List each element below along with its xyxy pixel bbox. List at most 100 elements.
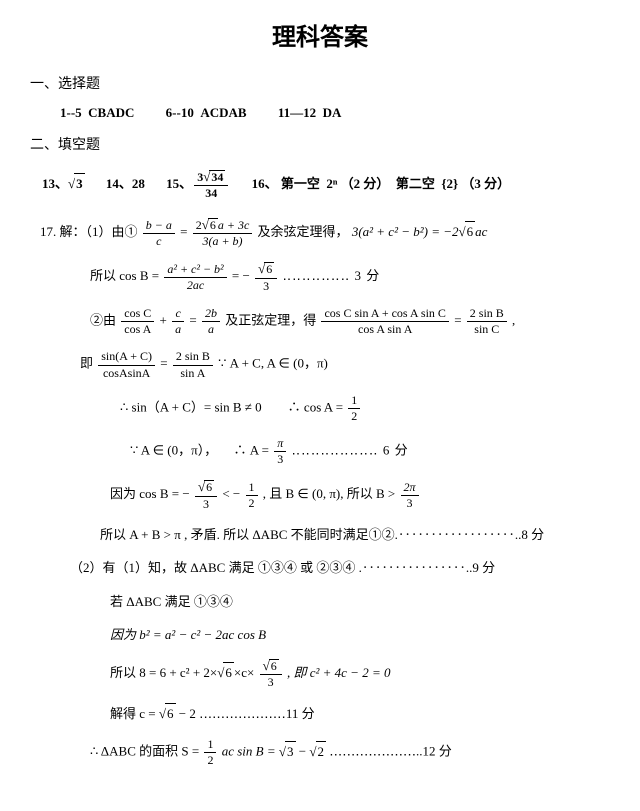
q17-p2-line1: （2）有（1）知，故 ΔABC 满足 ①③④ 或 ②③④ .‥‥‥‥‥‥‥‥..… xyxy=(70,558,610,578)
r6d: 6 xyxy=(204,480,214,494)
rn1: cos C xyxy=(121,307,154,322)
frac-sqrt6-3c: 63 xyxy=(260,659,282,689)
q16-label: 16、 xyxy=(252,176,278,191)
l7-text: 所以 A + B > π , 矛盾. 所以 ΔABC 不能同时满足①②.‥‥‥‥… xyxy=(100,527,544,542)
d2: 3(a + b) xyxy=(193,234,253,248)
l3-mid: ∵ A + C, A ∈ (0，π) xyxy=(218,356,328,371)
fill-answers: 13、3 14、28 15、33434 16、 第一空 2ⁿ （2 分） 第二空… xyxy=(42,170,610,200)
p2l4-prefix: 所以 8 = 6 + c² + 2× xyxy=(110,665,217,680)
cn: a² + c² − b² xyxy=(164,263,226,278)
l6-mid: , 且 B ∈ (0, π), 所以 B > xyxy=(263,487,399,502)
p2l3-text: 因为 b² = a² − c² − 2ac cos B xyxy=(110,627,266,642)
r6: 6 xyxy=(208,218,218,232)
section-fill-heading: 二、填空题 xyxy=(30,135,610,156)
q17-p2-line3: 因为 b² = a² − c² − 2ac cos B xyxy=(110,625,610,645)
intro-eq2-suf: ac xyxy=(475,224,487,239)
q17-cosB: 所以 cos B = a² + c² − b²2ac = − 63 ‥‥‥‥‥‥… xyxy=(90,262,610,292)
q17-line6: 因为 cos B = − 63 < − 12 , 且 B ∈ (0, π), 所… xyxy=(110,480,610,510)
q17-p2-line4: 所以 8 = 6 + c² + 2×6×c× 63 , 即 c² + 4c − … xyxy=(110,659,610,689)
q16-b2-pts: （3 分） xyxy=(461,176,510,191)
p2l5-suffix: − 2 ‥‥‥‥‥‥‥‥‥‥11 分 xyxy=(176,706,315,721)
intro-eq2: 3(a² + c² − b²) = −2 xyxy=(352,224,459,239)
sn: sin(A + C) xyxy=(98,350,155,365)
hd3: 2 xyxy=(204,753,216,767)
eq3: = xyxy=(189,313,200,328)
pn: π xyxy=(274,437,286,452)
q14-label: 14、 xyxy=(106,176,132,191)
l6-prefix: 因为 cos B = xyxy=(110,487,182,502)
den34: 34 xyxy=(194,186,228,200)
page-title: 理科答案 xyxy=(30,20,610,56)
frac-cosB: a² + c² − b²2ac xyxy=(164,263,226,292)
q14-ans: 28 xyxy=(132,176,145,191)
q15-ans: 33434 xyxy=(194,170,228,200)
frac-2sqrt6a3c: 26a + 3c3(a + b) xyxy=(193,218,253,248)
mc-answers: 1--5 CBADC 6--10 ACDAB 11—12 DA xyxy=(60,103,610,123)
frac-sinAC: sin(A + C)cosAsinA xyxy=(98,350,155,379)
hn3: 1 xyxy=(204,738,216,753)
sd: cosAsinA xyxy=(98,366,155,380)
frac-2b-a: 2ba xyxy=(202,307,220,336)
rn2: c xyxy=(172,307,184,322)
cosB-prefix: 所以 cos B = xyxy=(90,269,162,284)
q17-line2: ②由 cos Ccos A + ca = 2ba 及正弦定理，得 cos C s… xyxy=(90,307,610,336)
q13-ans: 3 xyxy=(74,173,85,194)
mc-g2-ans: ACDAB xyxy=(200,105,246,120)
hn2: 1 xyxy=(246,481,258,496)
p2l1-text: （2）有（1）知，故 ΔABC 满足 ①③④ 或 ②③④ .‥‥‥‥‥‥‥‥..… xyxy=(70,560,495,575)
rd3: a xyxy=(202,322,220,336)
frac-2sinB-sinA: 2 sin Bsin A xyxy=(173,350,213,379)
frac-sqrt6-3b: 63 xyxy=(195,480,217,510)
frac-half: 12 xyxy=(348,394,360,423)
r6c: 6 xyxy=(264,262,274,276)
mc-g1-ans: CBADC xyxy=(88,105,134,120)
sqrt34: 34 xyxy=(209,170,225,184)
q13-label: 13、 xyxy=(42,176,68,191)
rd1: cos A xyxy=(121,322,154,336)
frac-2pi3: 2π3 xyxy=(401,481,419,510)
frac-pi3: π3 xyxy=(274,437,286,466)
frac-half3: 12 xyxy=(204,738,216,767)
bn: cos C sin A + cos A sin C xyxy=(321,307,448,322)
q17-intro: 17. 解：（1）由① b − ac = 26a + 3c3(a + b) 及余… xyxy=(40,218,610,248)
frac-2sinB-sinC: 2 sin Bsin C xyxy=(467,307,507,336)
mc-g1-label: 1--5 xyxy=(60,105,82,120)
r6e: 6 xyxy=(223,662,234,683)
l2-prefix: ②由 xyxy=(90,313,119,328)
q17-line3: 即 sin(A + C)cosAsinA = 2 sin Bsin A ∵ A … xyxy=(80,350,610,379)
a3c: a + 3c xyxy=(218,218,249,232)
eq2: = xyxy=(232,269,243,284)
pd: 3 xyxy=(274,452,286,466)
mc-g2-label: 6--10 xyxy=(166,105,194,120)
r6g: 6 xyxy=(165,703,176,724)
eq5: = xyxy=(160,356,171,371)
cosB-dots: ‥‥‥‥‥‥‥ 3 分 xyxy=(283,269,381,284)
d3: 3 xyxy=(255,279,277,293)
q17-p2-line2: 若 ΔABC 满足 ①③④ xyxy=(110,592,610,612)
frac-cosC-cosA: cos Ccos A xyxy=(121,307,154,336)
q15-label: 15、 xyxy=(166,176,192,191)
hd2: 2 xyxy=(246,496,258,510)
frac-sqrt6-3: 63 xyxy=(255,262,277,292)
q16-b2-label: 第二空 xyxy=(396,176,435,191)
l2-comma: , xyxy=(512,313,515,328)
p2l5-prefix: 解得 c = xyxy=(110,706,159,721)
q17-p2-line5: 解得 c = 6 − 2 ‥‥‥‥‥‥‥‥‥‥11 分 xyxy=(110,703,610,724)
q17-line7: 所以 A + B > π , 矛盾. 所以 ΔABC 不能同时满足①②.‥‥‥‥… xyxy=(100,525,610,545)
p2l6-suffix: ‥‥‥‥‥‥‥‥‥‥..12 分 xyxy=(329,744,452,759)
tpd: 3 xyxy=(401,496,419,510)
eq1: = xyxy=(180,224,191,239)
d3c: 3 xyxy=(260,675,282,689)
hd: 2 xyxy=(348,409,360,423)
frac-c-a: ca xyxy=(172,307,184,336)
rd5: sin A xyxy=(173,366,213,380)
q16-b1-pts: （2 分） xyxy=(341,176,390,191)
rn3: 2b xyxy=(202,307,220,322)
l2-mid: 及正弦定理，得 xyxy=(225,313,319,328)
rn4: 2 sin B xyxy=(467,307,507,322)
pl1: + xyxy=(160,313,171,328)
intro-suffix: 及余弦定理得， xyxy=(258,224,349,239)
l4-text: ∴ sin（A + C）= sin B ≠ 0 ∴ cos A = xyxy=(120,399,346,414)
frac-ba-c: b − ac xyxy=(143,219,175,248)
p2l6-prefix: ∴ ΔABC 的面积 S = xyxy=(90,744,202,759)
